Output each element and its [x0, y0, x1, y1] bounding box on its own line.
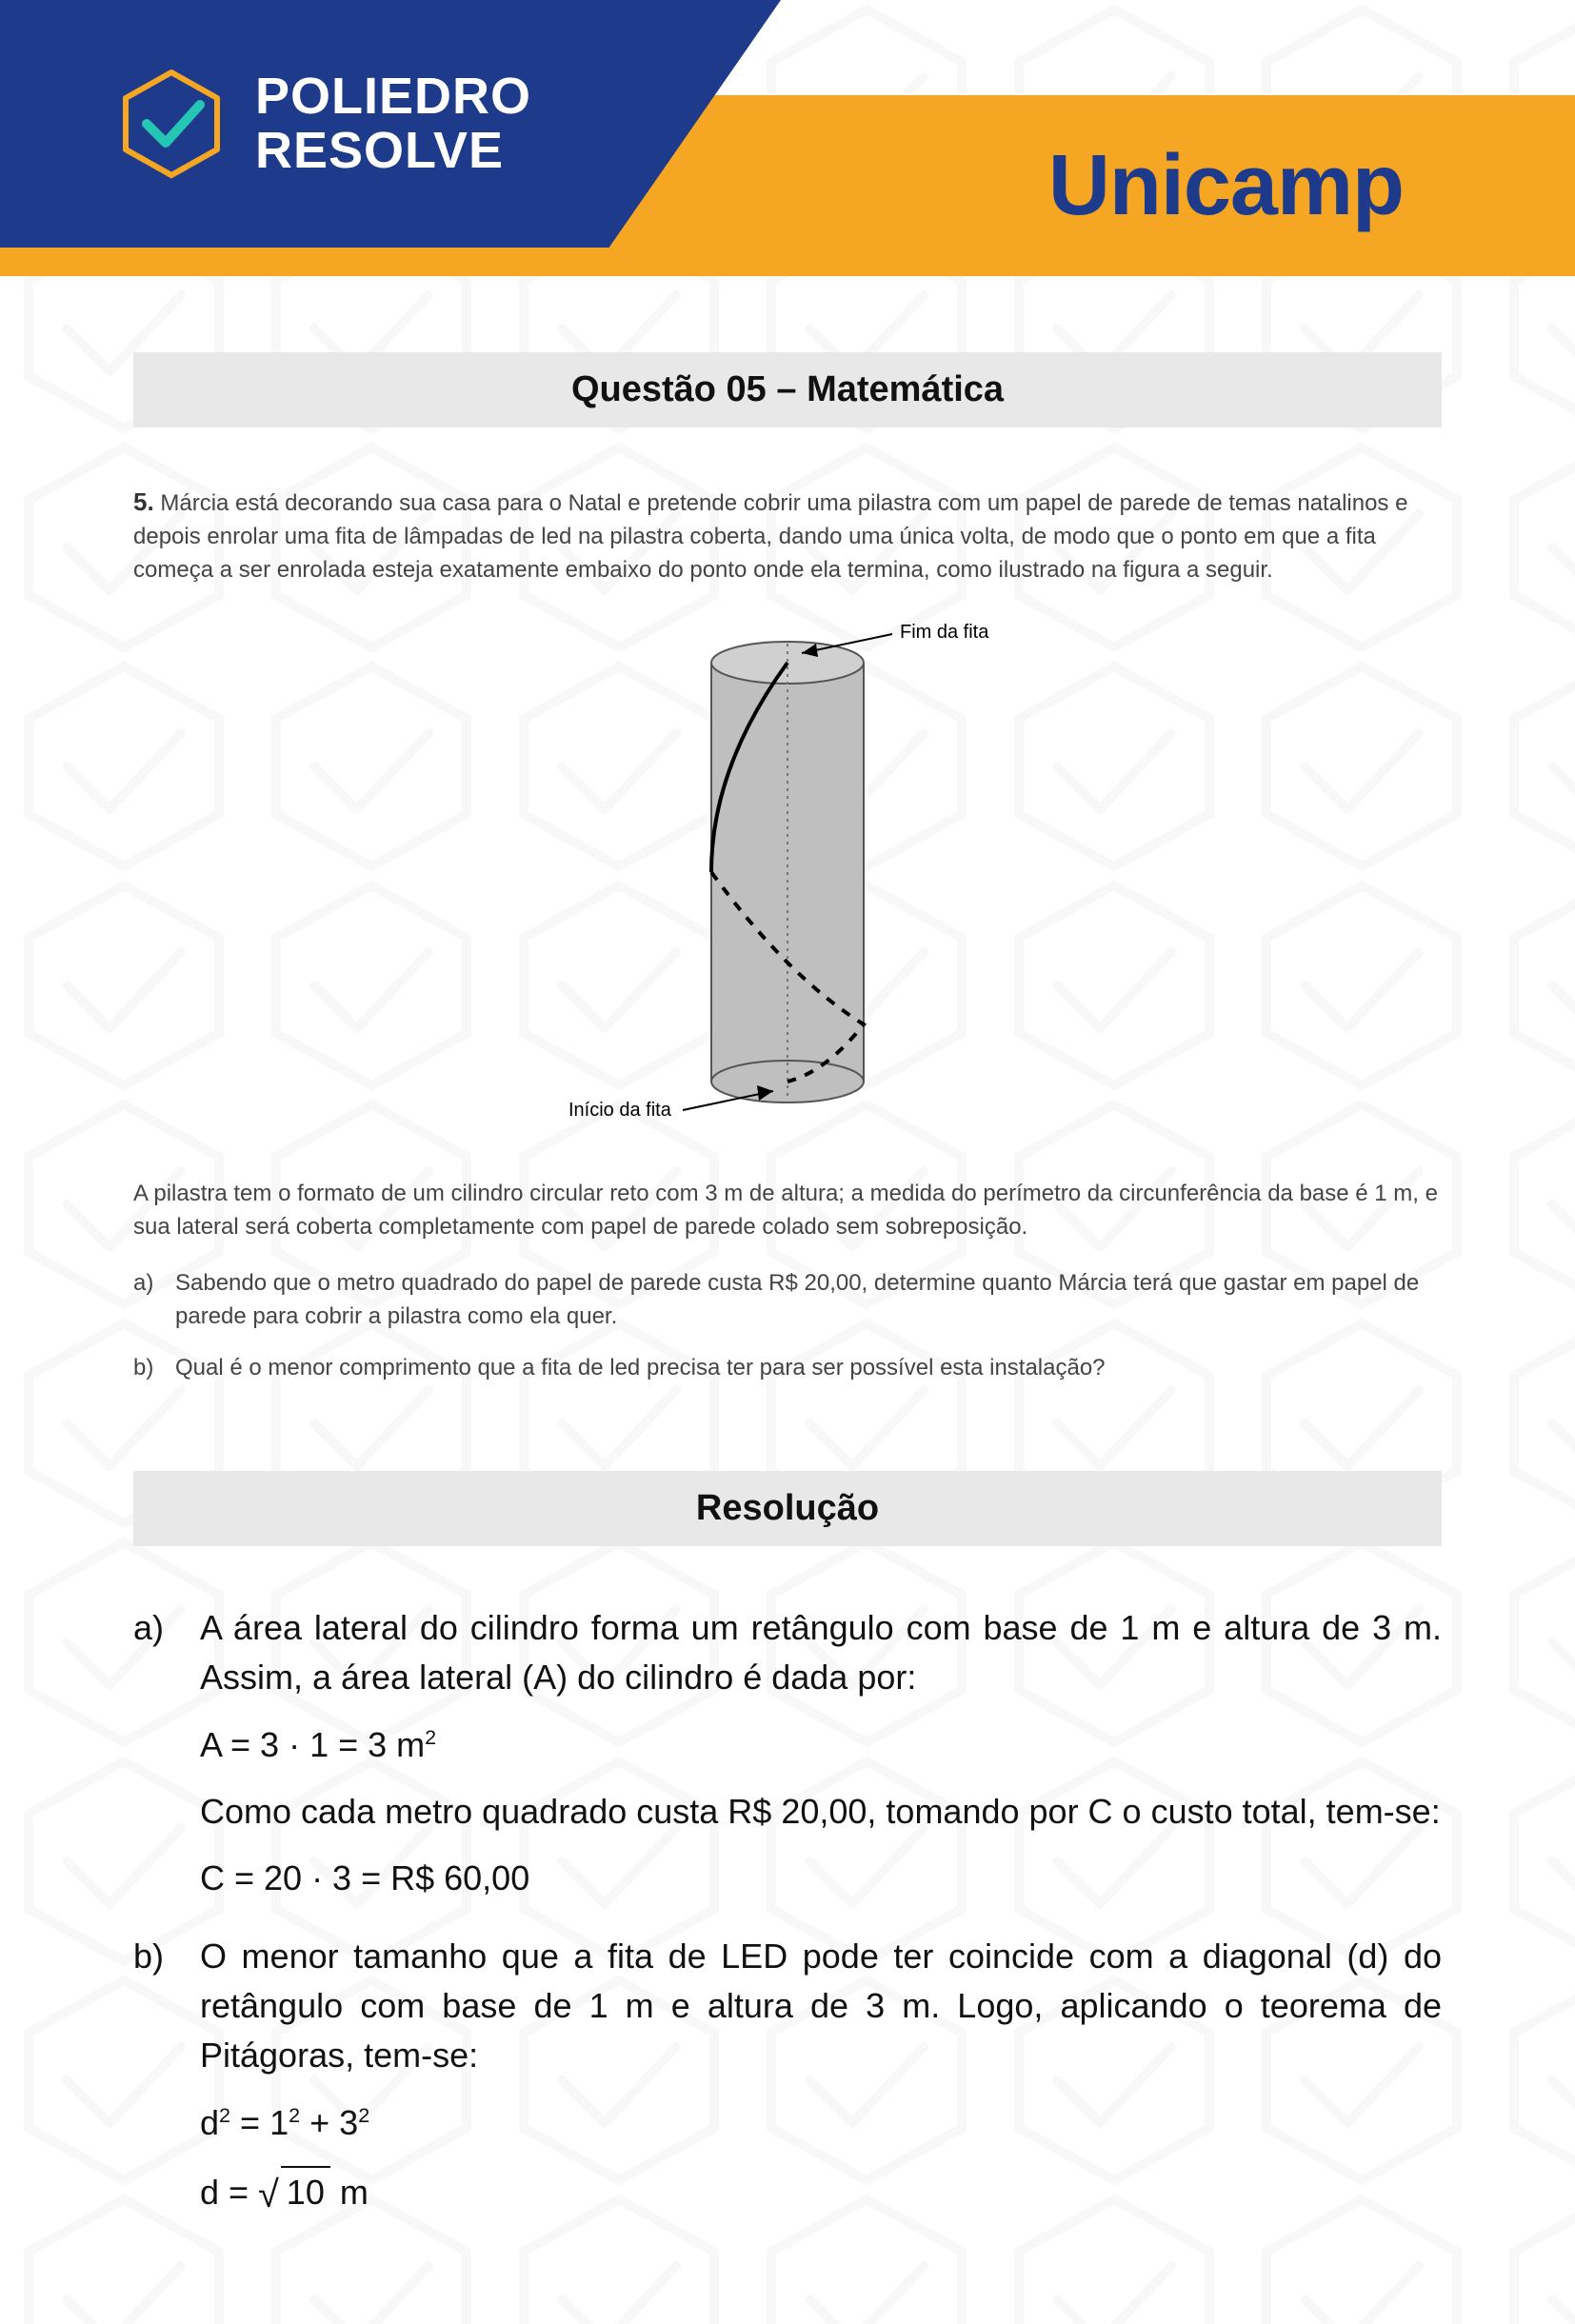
res-a-eq2: C = 20 · 3 = R$ 60,00 — [200, 1854, 1442, 1903]
brand-line2: RESOLVE — [255, 124, 531, 178]
question-intro: 5. Márcia está decorando sua casa para o… — [133, 485, 1442, 586]
res-b-eq1-exp1: 2 — [219, 2103, 230, 2127]
item-b-text: Qual é o menor comprimento que a fita de… — [175, 1355, 1106, 1380]
res-b-eq1: d2 = 12 + 32 — [200, 2098, 1442, 2148]
fig-top-label: Fim da fita — [900, 622, 989, 643]
res-b-p1: O menor tamanho que a fita de LED pode t… — [200, 1932, 1442, 2081]
res-b-eq2-rad: 10 — [281, 2166, 330, 2217]
res-b-eq1-d: d — [200, 2103, 219, 2142]
question-intro-text: Márcia está decorando sua casa para o Na… — [133, 490, 1407, 583]
resolution-title-bar: Resolução — [133, 1471, 1442, 1546]
res-a-eq1-lhs: A = 3 · 1 = 3 m — [200, 1725, 425, 1764]
res-b-eq2-lhs: d = — [200, 2173, 258, 2212]
question-items: a) Sabendo que o metro quadrado do papel… — [133, 1267, 1442, 1385]
res-b-eq1-mid: = 1 — [230, 2103, 289, 2142]
question-item-b: b) Qual é o menor comprimento que a fita… — [166, 1352, 1442, 1385]
item-a-marker: a) — [133, 1267, 153, 1301]
res-a-p2: Como cada metro quadrado custa R$ 20,00,… — [200, 1787, 1442, 1837]
question-item-a: a) Sabendo que o metro quadrado do papel… — [166, 1267, 1442, 1334]
hex-check-icon — [114, 67, 229, 181]
fig-bottom-label: Início da fita — [568, 1100, 672, 1121]
resolution-item-b: b) O menor tamanho que a fita de LED pod… — [200, 1932, 1442, 2219]
question-number: 5. — [133, 487, 154, 516]
sqrt-icon: √ — [258, 2174, 279, 2215]
cylinder-figure: Fim da fita Início da fita — [133, 615, 1442, 1140]
item-a-text: Sabendo que o metro quadrado do papel de… — [175, 1270, 1419, 1329]
cylinder-svg: Fim da fita Início da fita — [540, 615, 1035, 1129]
question-block: 5. Márcia está decorando sua casa para o… — [133, 485, 1442, 1385]
page-content: Questão 05 – Matemática 5. Márcia está d… — [0, 276, 1575, 2324]
brand-logo: POLIEDRO RESOLVE — [114, 67, 531, 181]
brand-line1: POLIEDRO — [255, 70, 531, 124]
question-title-bar: Questão 05 – Matemática — [133, 352, 1442, 427]
res-a-marker: a) — [133, 1603, 164, 1653]
res-b-eq1-plus: + 3 — [300, 2103, 358, 2142]
question-mid-text: A pilastra tem o formato de um cilindro … — [133, 1178, 1442, 1244]
res-b-eq1-exp3: 2 — [358, 2103, 369, 2127]
res-b-eq2-unit: m — [330, 2173, 369, 2212]
partner-name: Unicamp — [1048, 137, 1404, 235]
res-b-marker: b) — [133, 1932, 164, 1981]
res-a-eq1: A = 3 · 1 = 3 m2 — [200, 1720, 1442, 1770]
resolution-block: a) A área lateral do cilindro forma um r… — [133, 1603, 1442, 2219]
res-b-eq2: d = √10 m — [200, 2165, 1442, 2219]
page-header: Unicamp POLIEDRO RESOLVE — [0, 0, 1575, 276]
item-b-marker: b) — [133, 1352, 153, 1385]
res-b-eq1-exp2: 2 — [289, 2103, 300, 2127]
resolution-item-a: a) A área lateral do cilindro forma um r… — [200, 1603, 1442, 1903]
res-a-eq1-exp: 2 — [425, 1725, 436, 1749]
res-a-p1: A área lateral do cilindro forma um retâ… — [200, 1603, 1442, 1702]
